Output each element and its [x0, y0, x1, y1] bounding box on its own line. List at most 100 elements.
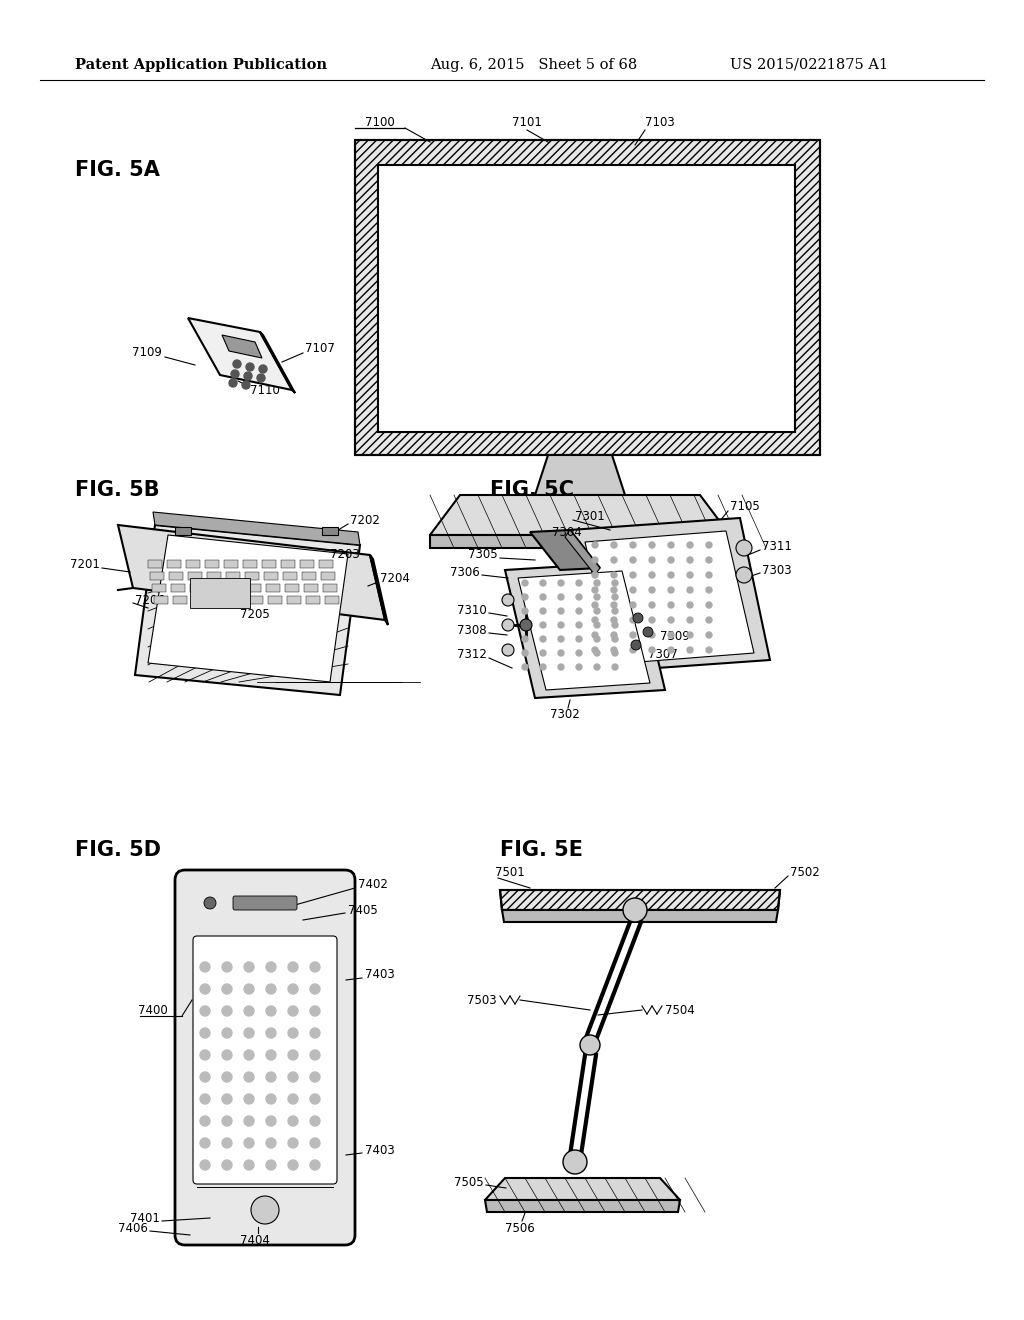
Text: 7506: 7506 [505, 1221, 535, 1234]
Bar [266, 583, 280, 591]
Circle shape [222, 983, 232, 994]
Bar [173, 597, 187, 605]
Text: 7309: 7309 [660, 631, 690, 644]
Circle shape [612, 664, 618, 671]
Circle shape [222, 1028, 232, 1038]
Polygon shape [370, 554, 388, 624]
Circle shape [630, 557, 636, 564]
Circle shape [310, 1115, 319, 1126]
Circle shape [611, 587, 617, 593]
Bar [169, 572, 183, 579]
Circle shape [540, 609, 546, 614]
Circle shape [244, 962, 254, 972]
Text: 7310: 7310 [458, 603, 487, 616]
Circle shape [668, 587, 674, 593]
Circle shape [200, 983, 210, 994]
Circle shape [612, 609, 618, 614]
Circle shape [522, 594, 528, 601]
Text: FIG. 5C: FIG. 5C [490, 480, 574, 500]
Circle shape [502, 619, 514, 631]
Circle shape [288, 1072, 298, 1082]
Circle shape [649, 572, 655, 578]
Circle shape [594, 594, 600, 601]
Text: 7305: 7305 [468, 549, 498, 561]
Bar [207, 572, 221, 579]
Circle shape [502, 644, 514, 656]
Circle shape [244, 1049, 254, 1060]
Circle shape [310, 1160, 319, 1170]
Bar [283, 572, 297, 579]
Circle shape [244, 1094, 254, 1104]
Circle shape [594, 649, 600, 656]
Text: 7202: 7202 [350, 513, 380, 527]
Text: FIG. 5D: FIG. 5D [75, 840, 161, 861]
Circle shape [257, 374, 265, 381]
Text: 7107: 7107 [305, 342, 335, 355]
Text: 7101: 7101 [512, 116, 542, 128]
Text: 7505: 7505 [455, 1176, 484, 1188]
Circle shape [266, 1006, 276, 1016]
Circle shape [502, 594, 514, 606]
Circle shape [687, 587, 693, 593]
Circle shape [611, 543, 617, 548]
Text: 7401: 7401 [130, 1212, 160, 1225]
Circle shape [222, 1094, 232, 1104]
Circle shape [706, 543, 712, 548]
Text: FIG. 5A: FIG. 5A [75, 160, 160, 180]
Circle shape [200, 1160, 210, 1170]
Circle shape [611, 632, 617, 638]
Bar [228, 583, 242, 591]
Polygon shape [135, 525, 360, 696]
Circle shape [522, 579, 528, 586]
Circle shape [687, 632, 693, 638]
Bar [154, 597, 168, 605]
Polygon shape [530, 531, 600, 570]
Bar [190, 578, 250, 609]
Bar [302, 572, 316, 579]
Circle shape [668, 632, 674, 638]
Circle shape [251, 1196, 279, 1224]
Polygon shape [222, 335, 262, 358]
Circle shape [246, 363, 254, 371]
Circle shape [592, 647, 598, 653]
Bar [285, 583, 299, 591]
Text: 7203: 7203 [330, 549, 359, 561]
Circle shape [594, 609, 600, 614]
Circle shape [612, 636, 618, 642]
Text: 7308: 7308 [458, 623, 487, 636]
Circle shape [266, 1160, 276, 1170]
Bar [186, 560, 200, 568]
Circle shape [611, 557, 617, 564]
Circle shape [575, 609, 582, 614]
Circle shape [200, 1094, 210, 1104]
Circle shape [288, 1006, 298, 1016]
Circle shape [592, 602, 598, 609]
Text: Aug. 6, 2015   Sheet 5 of 68: Aug. 6, 2015 Sheet 5 of 68 [430, 58, 637, 73]
Circle shape [558, 664, 564, 671]
Circle shape [522, 622, 528, 628]
Circle shape [592, 587, 598, 593]
Text: 7502: 7502 [790, 866, 820, 879]
Text: 7405: 7405 [348, 903, 378, 916]
Circle shape [687, 602, 693, 609]
Circle shape [288, 1138, 298, 1148]
Circle shape [668, 616, 674, 623]
Circle shape [592, 632, 598, 638]
Text: 7100: 7100 [366, 116, 395, 128]
Bar [306, 597, 319, 605]
Text: 7501: 7501 [495, 866, 524, 879]
Circle shape [558, 636, 564, 642]
Circle shape [288, 1115, 298, 1126]
Circle shape [633, 612, 643, 623]
Text: 7302: 7302 [550, 709, 580, 722]
Circle shape [706, 587, 712, 593]
Text: FIG. 5B: FIG. 5B [75, 480, 160, 500]
Circle shape [594, 579, 600, 586]
Circle shape [687, 647, 693, 653]
Text: 7307: 7307 [648, 648, 678, 661]
Circle shape [310, 1028, 319, 1038]
Circle shape [611, 616, 617, 623]
Bar [262, 560, 276, 568]
Circle shape [612, 622, 618, 628]
Circle shape [649, 602, 655, 609]
